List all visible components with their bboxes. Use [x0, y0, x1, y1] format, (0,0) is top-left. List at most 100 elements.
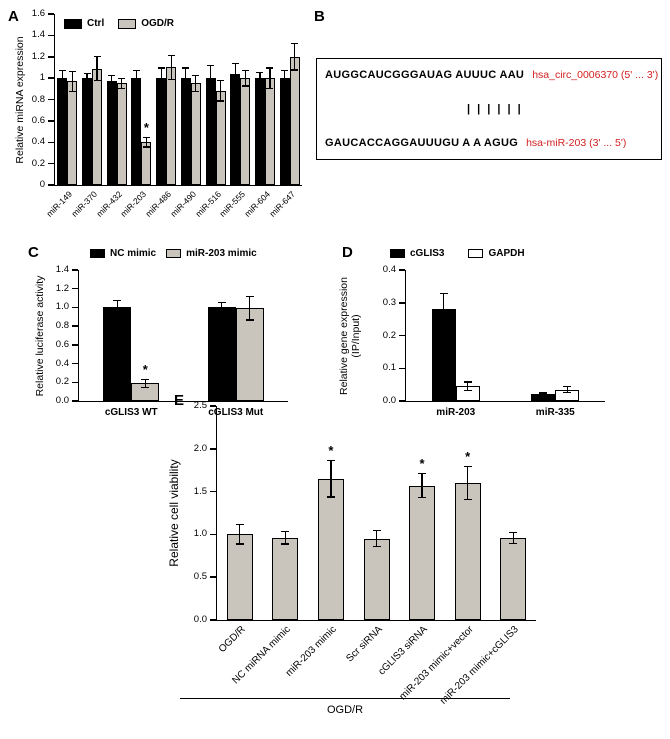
y-tick-mark [71, 362, 78, 365]
y-tick-mark [71, 344, 78, 346]
error-bar-cap [463, 498, 472, 501]
legend-swatch [64, 18, 82, 29]
panel-a: A Relative miRNA expression Ctrl OGD/R 0 0… [8, 2, 310, 242]
error-bar-line [566, 386, 568, 393]
error-bar-cap [509, 542, 518, 544]
luciferase-chart: Relative luciferase activity NC mimic miR… [10, 240, 304, 432]
mirna-name: hsa-miR-203 (3' ... 5') [526, 137, 627, 149]
legend-swatch [468, 249, 484, 258]
error-bar-line [219, 80, 222, 102]
mirna-screen-chart: Relative miRNA expression Ctrl OGD/R 0 0.2… [8, 2, 310, 242]
error-bar-cap [418, 472, 427, 474]
x-tick-label: NC miRNA mimic [230, 624, 294, 687]
error-bar-cap [266, 87, 274, 89]
y-tick-mark [47, 162, 54, 165]
bar [279, 78, 290, 185]
y-axis-title-d: Relative gene expression (IP/Input) [338, 277, 362, 395]
bar [190, 83, 201, 185]
y-tick-label: 0.4 [31, 136, 45, 148]
y-tick-mark [47, 13, 54, 15]
error-bar-line [375, 530, 378, 548]
error-bar-line [116, 299, 118, 315]
error-bar-cap [182, 87, 190, 89]
significance-marker: * [328, 442, 334, 458]
y-tick-mark [398, 269, 405, 271]
bar [289, 56, 300, 185]
y-axis-title-c: Relative luciferase activity [34, 275, 46, 397]
error-bar-cap [256, 71, 264, 73]
bar [272, 537, 299, 620]
y-tick-mark [47, 34, 54, 37]
error-bar-line [160, 67, 162, 89]
error-bar-line [542, 392, 544, 397]
error-bar-cap [93, 80, 101, 82]
legend-label: GAPDH [488, 248, 525, 259]
bar [205, 78, 216, 185]
error-bar-line [111, 74, 113, 88]
error-bar-cap [157, 67, 165, 69]
y-tick-mark [209, 619, 216, 621]
y-tick-label: 0.0 [193, 614, 207, 625]
error-bar-line [284, 69, 286, 87]
y-tick-mark [398, 334, 405, 337]
y-tick-label: 0.1 [382, 362, 396, 374]
error-bar-line [135, 69, 138, 87]
y-tick-label: 0.4 [55, 357, 69, 369]
error-bar-cap [439, 324, 448, 326]
significance-marker: * [465, 448, 471, 464]
error-bar-cap [281, 69, 289, 71]
legend-label: NC mimic [110, 248, 157, 259]
error-bar-line [512, 531, 514, 544]
error-bar-cap [439, 292, 448, 295]
ogdr-group-line [180, 698, 510, 699]
plot-area-d: 0.0 0.1 0.2 0.3 0.4 miR-203 miR-335 [383, 264, 605, 418]
error-bar-cap [539, 392, 548, 394]
legend-label: miR-203 mimic [186, 248, 257, 259]
panel-label-c: C [28, 244, 39, 261]
y-tick-label: 0.5 [193, 571, 207, 583]
error-bar-cap [132, 85, 140, 87]
error-bar-cap [217, 80, 225, 82]
error-bar-cap [58, 69, 66, 71]
circ-sequence: AUGGCAUCGGGAUAG AUUUC AAU [325, 69, 525, 81]
error-bar-line [269, 67, 271, 89]
legend-swatch [118, 18, 137, 29]
x-tick-label: cGLIS3 WT [104, 407, 158, 418]
error-bar-cap [217, 100, 225, 102]
legend-swatch [390, 249, 405, 258]
error-bar-cap [118, 78, 126, 80]
y-tick-label: 0.3 [382, 296, 396, 308]
error-bar-cap [509, 531, 518, 534]
bar [215, 90, 226, 185]
error-bar-cap [58, 85, 66, 87]
bar [409, 485, 436, 620]
y-tick-label: 1.0 [193, 528, 207, 540]
significance-marker: * [419, 455, 425, 471]
x-tick-label: cGLIS3 Mut [208, 407, 264, 418]
y-tick-mark [209, 533, 216, 536]
bar [82, 78, 93, 185]
error-bar-cap [372, 546, 381, 548]
error-bar-cap [281, 530, 290, 533]
error-bar-line [86, 72, 88, 84]
error-bar-cap [141, 378, 150, 380]
error-bar-line [71, 70, 73, 93]
error-bar-line [96, 55, 98, 82]
x-tick-label: OGD/R [216, 624, 248, 655]
significance-marker: * [143, 119, 149, 135]
y-tick-mark [209, 576, 216, 578]
significance-marker: * [142, 361, 148, 377]
error-bar-cap [326, 496, 335, 498]
legend-label: cGLIS3 [410, 248, 445, 259]
error-bar-cap [245, 319, 254, 321]
error-bar-cap [231, 83, 239, 85]
error-bar-cap [108, 74, 116, 77]
error-bar-cap [235, 543, 244, 545]
legend-c: NC mimic miR-203 mimic [90, 248, 257, 259]
legend-label: Ctrl [87, 18, 105, 29]
bar [116, 83, 127, 185]
error-bar-cap [217, 301, 226, 303]
y-tick-label: 0.0 [55, 395, 69, 406]
bar [454, 483, 481, 620]
error-bar-cap [241, 85, 249, 87]
